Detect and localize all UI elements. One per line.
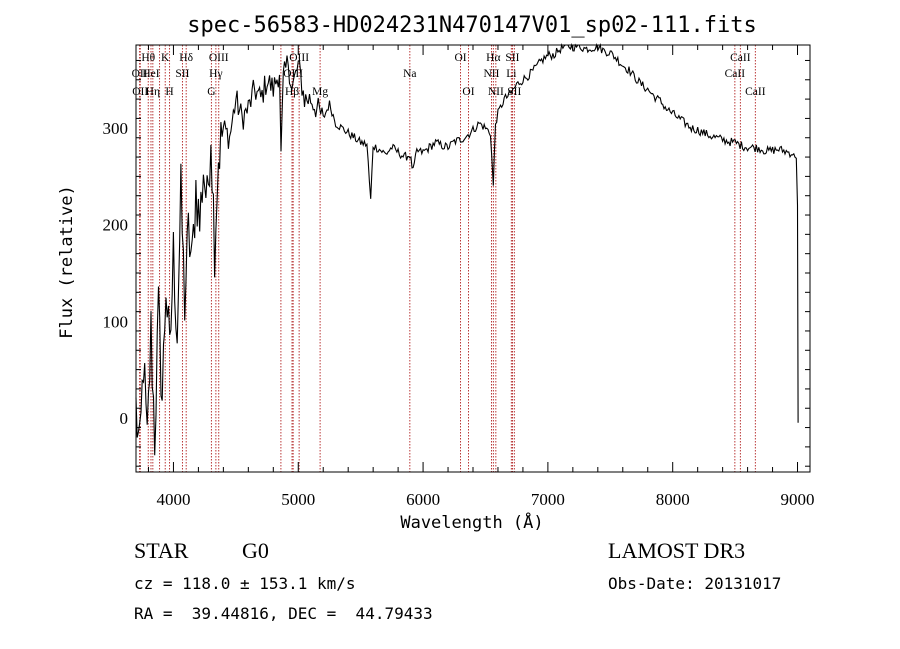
- survey-name: LAMOST DR3: [608, 538, 746, 563]
- line-label-21: NII: [483, 68, 499, 80]
- y-tick-label: 200: [103, 216, 129, 235]
- line-label-10: G: [207, 86, 215, 98]
- y-axis-ticks: 0 100 200 300: [103, 59, 810, 467]
- y-tick-label: 300: [103, 119, 129, 138]
- redshift-velocity: cz = 118.0 ± 153.1 km/s: [134, 574, 356, 593]
- x-axis-ticks: 4000 5000 6000 7000 8000 9000: [147, 45, 815, 509]
- line-label-25: SII: [505, 52, 519, 64]
- line-label-26: SII: [507, 86, 521, 98]
- line-label-24: Li: [506, 68, 516, 80]
- line-label-23: NII: [488, 86, 504, 98]
- line-label-28: CaII: [730, 52, 751, 64]
- object-class: STAR: [134, 538, 189, 563]
- line-label-17: Mg: [312, 86, 328, 98]
- line-label-15: Hβ: [285, 86, 299, 98]
- observation-date: Obs-Date: 20131017: [608, 574, 782, 593]
- line-label-18: Na: [403, 68, 416, 80]
- coordinates: RA = 39.44816, DEC = 44.79433: [134, 604, 433, 623]
- line-label-22: Hα: [486, 52, 500, 64]
- line-label-2: Hθ: [141, 52, 155, 64]
- spectral-line-labels: OIIOIIHθHeIHηKHSIIHδGHγOIIIOIIIHβOIIIMgN…: [132, 52, 766, 98]
- line-label-29: CaII: [745, 86, 766, 98]
- x-tick-label: 7000: [531, 490, 565, 509]
- line-label-7: H: [165, 86, 173, 98]
- y-tick-label: 0: [120, 409, 129, 428]
- x-axis-label: Wavelength (Å): [400, 511, 543, 533]
- y-axis-label: Flux (relative): [57, 185, 77, 339]
- line-label-8: SII: [175, 68, 189, 80]
- line-label-6: K: [161, 52, 170, 64]
- line-label-4: Hη: [146, 86, 160, 98]
- x-tick-label: 8000: [656, 490, 690, 509]
- line-label-11: Hγ: [209, 68, 222, 80]
- x-tick-label: 4000: [156, 490, 190, 509]
- object-subclass: G0: [242, 538, 269, 563]
- line-label-3: HeI: [142, 68, 159, 80]
- line-label-9: Hδ: [179, 52, 193, 64]
- line-label-16: OIII: [289, 52, 309, 64]
- y-tick-label: 100: [103, 312, 129, 331]
- x-tick-label: 9000: [781, 490, 815, 509]
- x-tick-label: 5000: [281, 490, 315, 509]
- plot-frame: [135, 44, 811, 473]
- spectral-line-markers: [139, 45, 756, 472]
- line-label-12: OIII: [209, 52, 229, 64]
- line-label-27: CaII: [725, 68, 746, 80]
- spectrum-series-line: [135, 42, 799, 456]
- line-label-19: OI: [454, 52, 466, 64]
- x-tick-label: 6000: [406, 490, 440, 509]
- line-label-20: OI: [462, 86, 474, 98]
- chart-title: spec-56583-HD024231N470147V01_sp02-111.f…: [187, 13, 757, 38]
